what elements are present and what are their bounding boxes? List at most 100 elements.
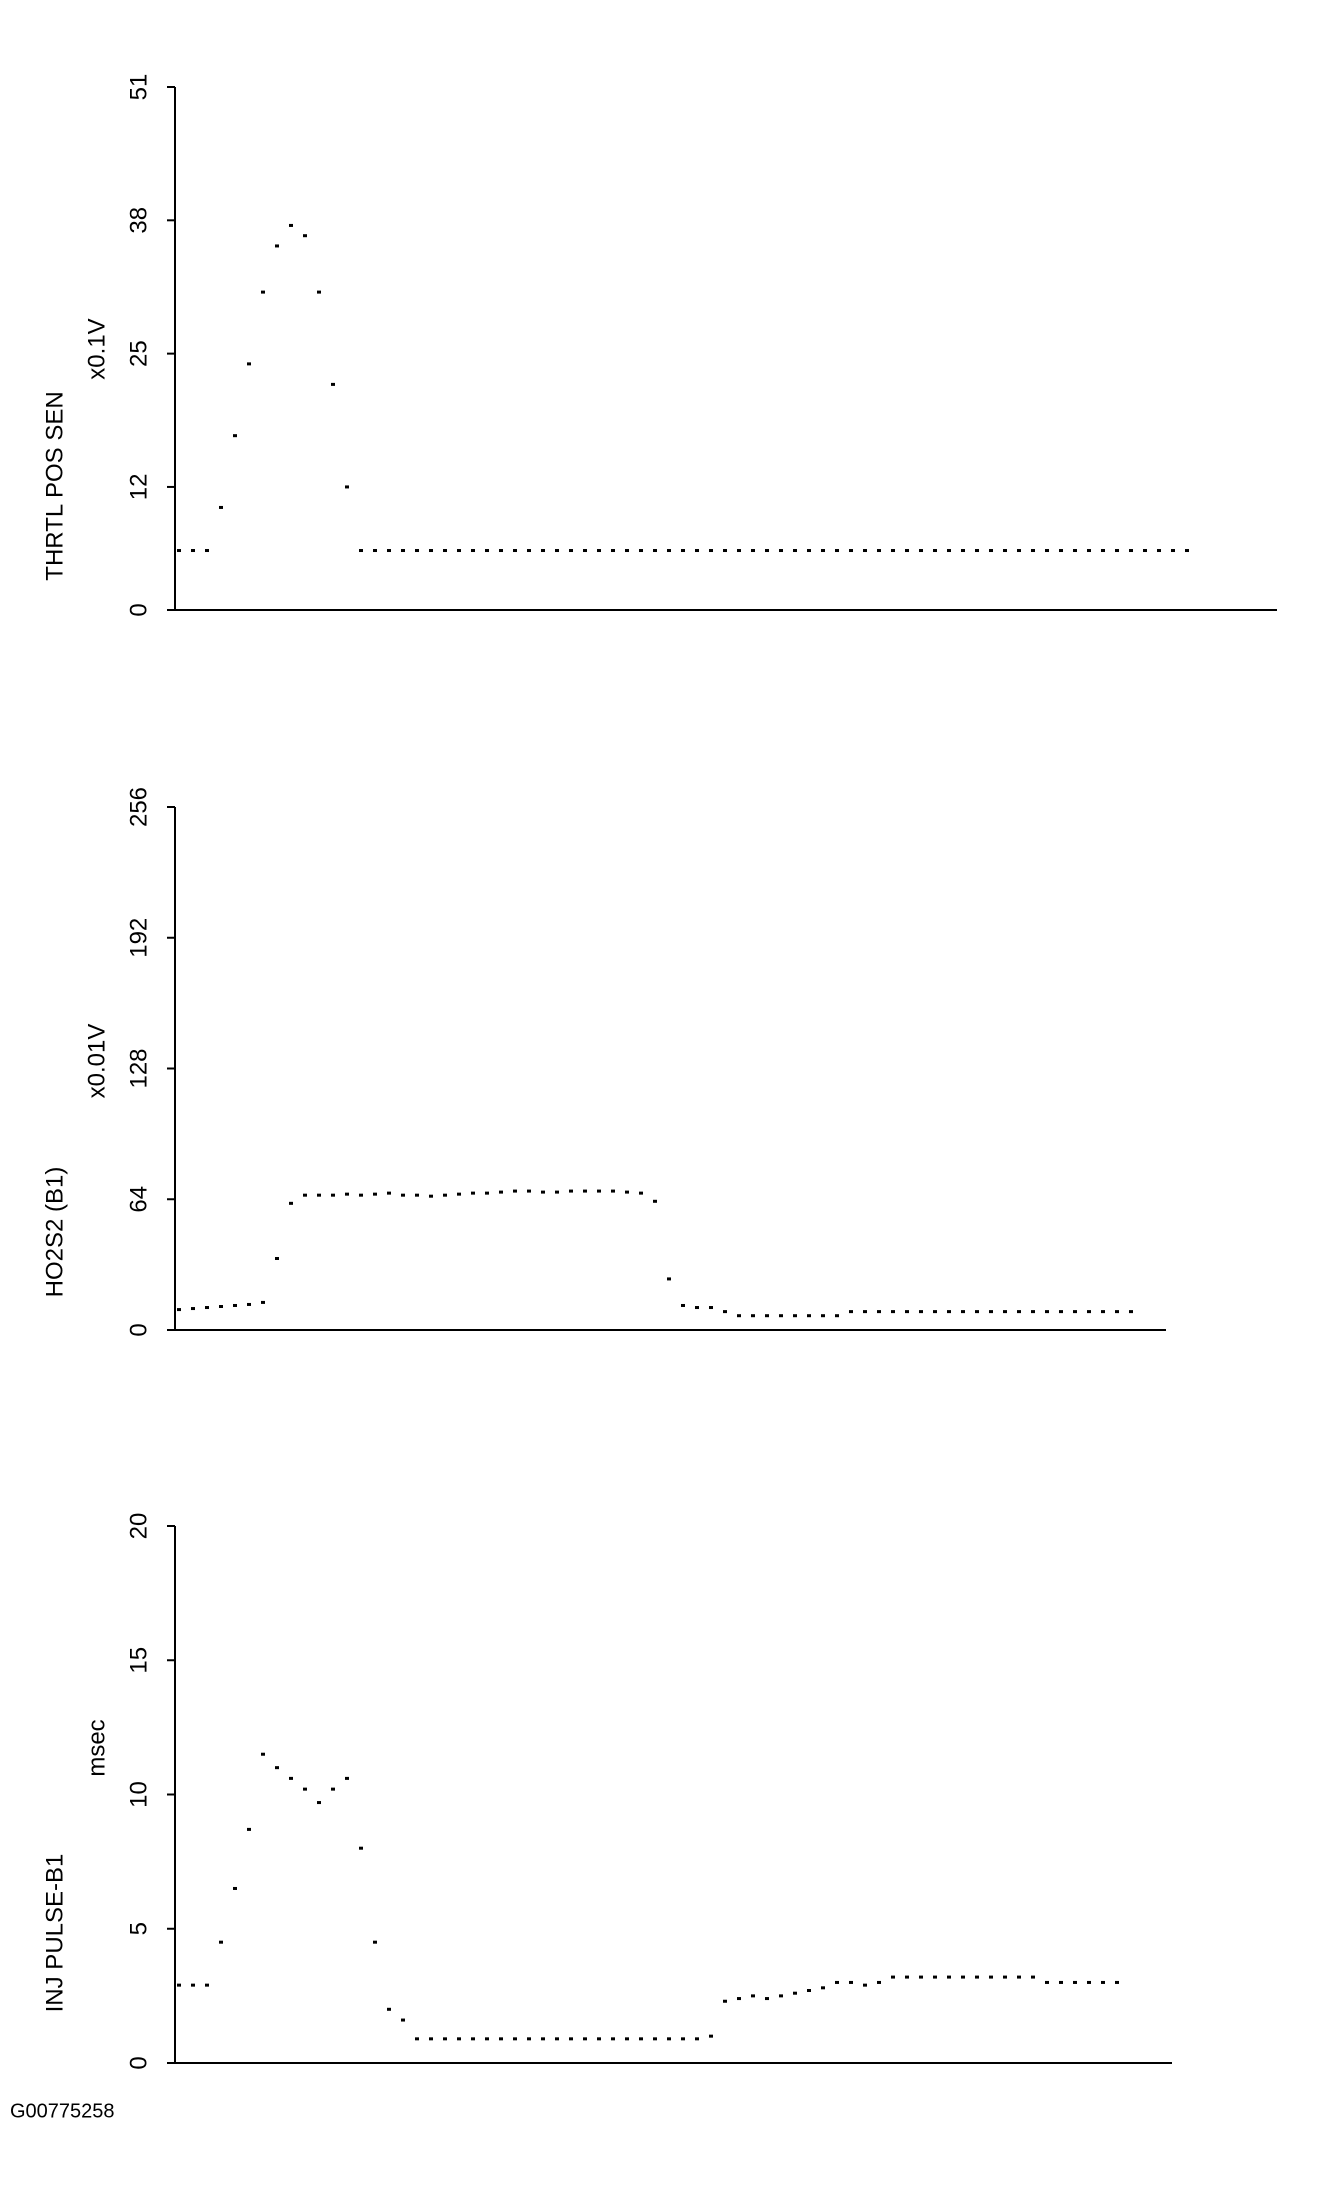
data-dot (1171, 549, 1175, 553)
data-dot (583, 1189, 587, 1193)
data-dot (877, 549, 881, 553)
data-dot (849, 1310, 853, 1314)
data-dot (793, 549, 797, 553)
data-dot (667, 1277, 671, 1281)
data-dot (1101, 549, 1105, 553)
data-dot (1031, 1975, 1035, 1979)
data-dot (457, 1192, 461, 1196)
data-dot (667, 549, 671, 553)
data-dot (653, 1199, 657, 1203)
data-dot (681, 1303, 685, 1307)
data-dot (1031, 1310, 1035, 1314)
data-dot (1031, 549, 1035, 553)
data-dot (443, 549, 447, 553)
data-dot (443, 2037, 447, 2041)
data-dot (499, 1190, 503, 1194)
data-dot (681, 549, 685, 553)
data-dot (443, 1193, 447, 1197)
data-dot (947, 1310, 951, 1314)
data-dot (359, 1846, 363, 1850)
data-dot (947, 1975, 951, 1979)
data-dot (919, 1310, 923, 1314)
data-dot (513, 1189, 517, 1193)
data-dot (1059, 549, 1063, 553)
data-dot (205, 1983, 209, 1987)
data-dot (597, 1189, 601, 1193)
data-dot (513, 2037, 517, 2041)
data-dot (569, 2037, 573, 2041)
data-dot (275, 244, 279, 248)
data-dot (247, 1827, 251, 1831)
data-dot (821, 1986, 825, 1990)
data-dot (1101, 1310, 1105, 1314)
data-dot (401, 549, 405, 553)
y-tick-label: 0 (125, 1323, 152, 1336)
data-dot (1017, 1975, 1021, 1979)
data-dot (625, 1190, 629, 1194)
data-dot (1101, 1980, 1105, 1984)
data-dot (709, 549, 713, 553)
data-dot (1045, 549, 1049, 553)
data-dot (709, 2034, 713, 2038)
data-dot (807, 549, 811, 553)
figure-id: G00775258 (10, 2100, 115, 2122)
data-dot (1087, 1980, 1091, 1984)
data-dot (177, 1983, 181, 1987)
data-dot (555, 549, 559, 553)
y-tick-label: 51 (125, 74, 152, 101)
data-dot (723, 1310, 727, 1314)
data-dot (485, 2037, 489, 2041)
data-dot (1185, 549, 1189, 553)
data-dot (877, 1980, 881, 1984)
data-dot (877, 1310, 881, 1314)
data-dot (345, 1192, 349, 1196)
data-dot (723, 1999, 727, 2003)
data-dot (891, 549, 895, 553)
data-dot (1045, 1980, 1049, 1984)
data-dot (961, 1310, 965, 1314)
data-dot (807, 1314, 811, 1318)
data-dot (331, 382, 335, 386)
data-dot (527, 549, 531, 553)
data-dot (597, 549, 601, 553)
data-dot (975, 549, 979, 553)
data-dot (1157, 549, 1161, 553)
data-dot (1115, 1310, 1119, 1314)
data-dot (233, 434, 237, 438)
data-dot (275, 1766, 279, 1770)
data-dot (205, 549, 209, 553)
y-tick-label: 38 (125, 207, 152, 234)
data-dot (1115, 549, 1119, 553)
y-tick-label: 15 (125, 1647, 152, 1674)
data-dot (415, 549, 419, 553)
data-dot (639, 1191, 643, 1195)
data-dot (485, 1191, 489, 1195)
data-dot (499, 549, 503, 553)
data-dot (695, 1306, 699, 1310)
data-dot (919, 549, 923, 553)
data-dot (807, 1989, 811, 1993)
data-dot (345, 485, 349, 489)
data-dot (1017, 549, 1021, 553)
data-dot (513, 549, 517, 553)
data-dot (1003, 549, 1007, 553)
data-dot (569, 549, 573, 553)
data-dot (331, 1787, 335, 1791)
data-dot (233, 1303, 237, 1307)
data-dot (961, 549, 965, 553)
data-dot (1087, 549, 1091, 553)
data-dot (681, 2037, 685, 2041)
y-axis-label: INJ PULSE-B1 (41, 1854, 68, 2013)
data-dot (303, 234, 307, 238)
data-dot (429, 549, 433, 553)
data-dot (751, 549, 755, 553)
data-dot (471, 549, 475, 553)
data-dot (653, 549, 657, 553)
data-dot (835, 549, 839, 553)
data-dot (667, 2037, 671, 2041)
data-dot (289, 223, 293, 227)
data-dot (1115, 1980, 1119, 1984)
data-dot (639, 549, 643, 553)
y-tick-label: 20 (125, 1513, 152, 1540)
